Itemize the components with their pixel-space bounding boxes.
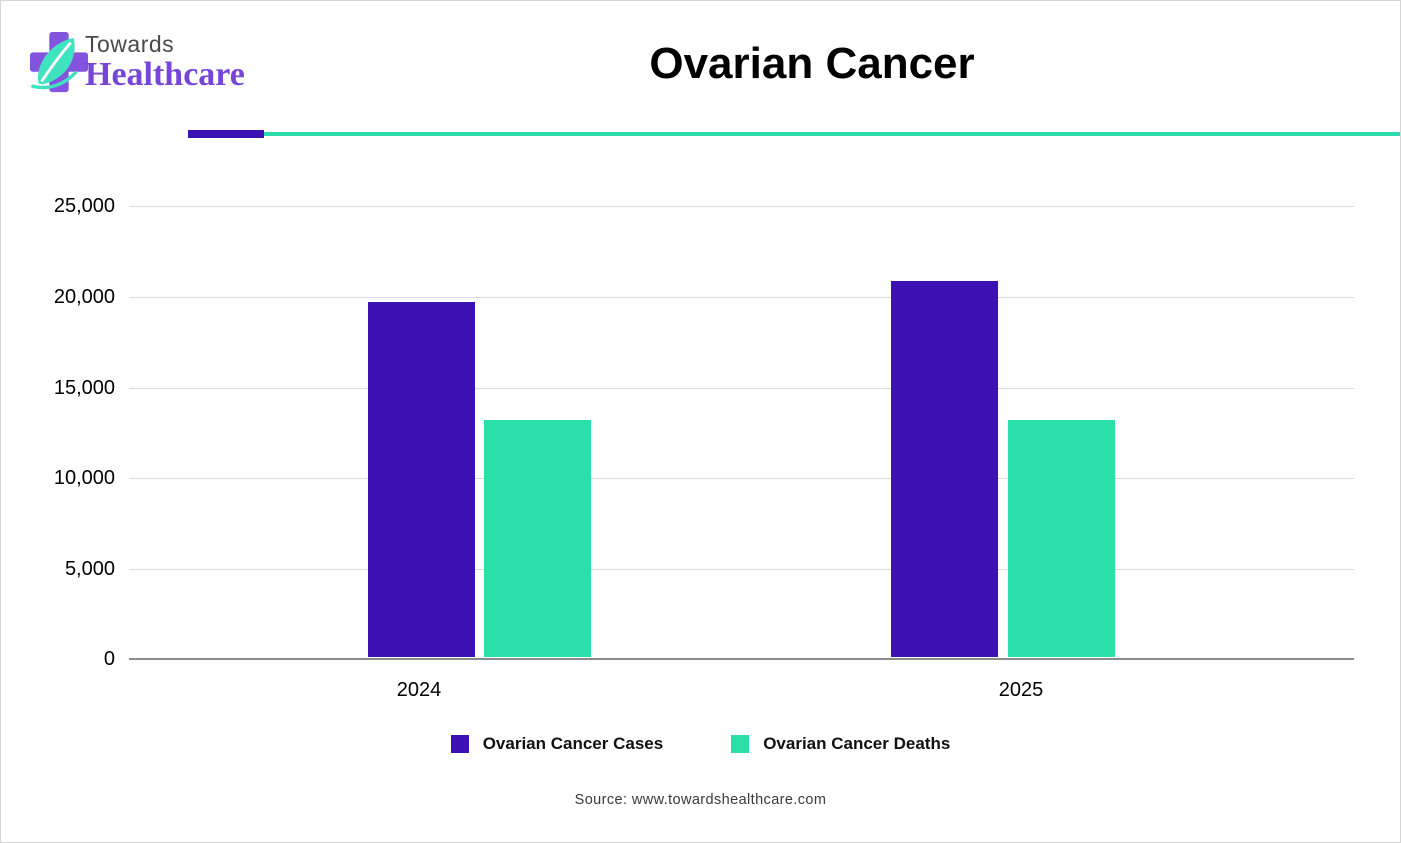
logo-line-towards: Towards (85, 31, 175, 57)
legend-swatch-cases (450, 735, 469, 753)
divider-line (264, 132, 1400, 136)
source-credit: Source: www.towardshealthcare.com (574, 792, 827, 808)
bar-deaths-2024 (484, 419, 591, 657)
legend-label-cases: Ovarian Cancer Cases (482, 734, 664, 753)
logo-wordmark: Towards Healthcare (85, 29, 245, 93)
gridline (129, 478, 1354, 479)
chart-title: Ovarian Cancer (649, 39, 975, 88)
legend-swatch-deaths (731, 735, 750, 753)
legend-item-deaths: Ovarian Cancer Deaths (731, 734, 950, 754)
gridline (129, 206, 1354, 207)
y-tick-label: 10,000 (53, 467, 115, 489)
x-category-label-2024: 2024 (396, 679, 442, 701)
bar-cases-2024 (368, 302, 475, 657)
x-category-label-2025: 2025 (998, 679, 1044, 701)
towards-healthcare-logo: Towards Healthcare (28, 29, 245, 97)
divider-accent-segment (188, 130, 264, 138)
gridline (129, 569, 1354, 570)
cross-leaf-icon (29, 32, 89, 93)
logo-line-healthcare: Healthcare (85, 56, 245, 93)
bar-cases-2025 (891, 280, 998, 657)
y-tick-label: 25,000 (53, 195, 115, 217)
y-tick-label: 5,000 (64, 558, 115, 580)
x-axis-line (129, 658, 1354, 660)
legend-label-deaths: Ovarian Cancer Deaths (763, 734, 951, 753)
chart-legend: Ovarian Cancer Cases Ovarian Cancer Deat… (1, 734, 1400, 754)
legend-item-cases: Ovarian Cancer Cases (450, 734, 664, 754)
gridline (129, 297, 1354, 298)
bar-deaths-2025 (1008, 419, 1115, 657)
y-tick-label: 0 (103, 648, 115, 670)
gridline (129, 388, 1354, 389)
y-tick-label: 20,000 (53, 286, 115, 308)
y-tick-label: 15,000 (53, 377, 115, 399)
